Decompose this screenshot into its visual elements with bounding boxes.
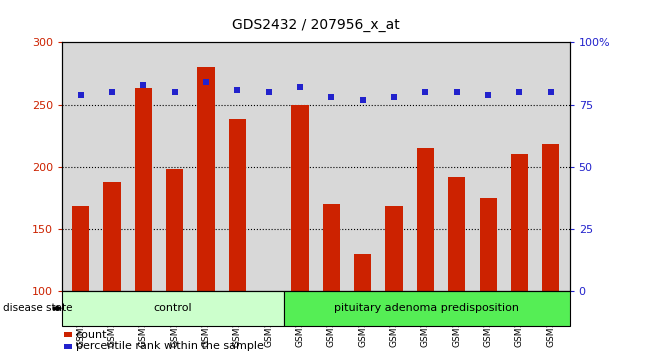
Point	[295, 84, 305, 90]
Bar	[104, 182, 120, 291]
Bar	[385, 206, 403, 291]
Bar	[323, 204, 340, 291]
Bar	[197, 67, 215, 291]
Point	[169, 89, 180, 95]
Point	[107, 89, 117, 95]
Bar	[480, 198, 497, 291]
Text: count: count	[76, 330, 107, 339]
Point	[326, 94, 337, 100]
Bar	[511, 154, 528, 291]
Point	[483, 92, 493, 97]
Point	[138, 82, 148, 87]
Point	[357, 97, 368, 102]
Bar	[135, 88, 152, 291]
Bar	[354, 253, 371, 291]
Bar	[542, 144, 559, 291]
Bar	[62, 291, 284, 326]
Bar	[448, 177, 465, 291]
Point	[264, 89, 274, 95]
Point	[514, 89, 525, 95]
Bar	[72, 206, 89, 291]
Text: control: control	[154, 303, 192, 313]
Point	[389, 94, 399, 100]
Text: disease state: disease state	[3, 303, 73, 313]
Bar	[292, 104, 309, 291]
Bar	[284, 291, 570, 326]
Text: GDS2432 / 207956_x_at: GDS2432 / 207956_x_at	[232, 18, 400, 32]
Point	[421, 89, 431, 95]
Bar	[229, 120, 246, 291]
Bar	[417, 148, 434, 291]
Text: percentile rank within the sample: percentile rank within the sample	[76, 341, 264, 351]
Point	[76, 92, 86, 97]
Bar	[166, 169, 184, 291]
Point	[232, 87, 243, 92]
Text: pituitary adenoma predisposition: pituitary adenoma predisposition	[335, 303, 519, 313]
Point	[546, 89, 556, 95]
Point	[452, 89, 462, 95]
Point	[201, 79, 211, 85]
